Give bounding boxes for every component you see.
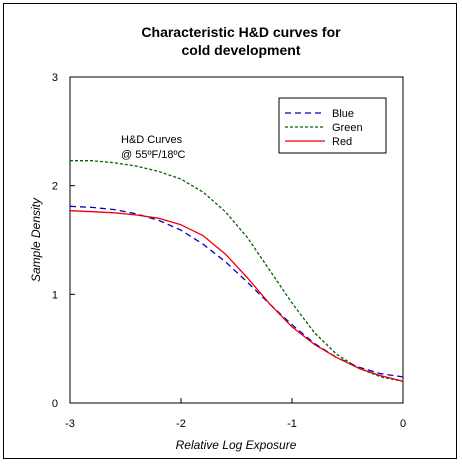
series-line-red bbox=[69, 210, 404, 382]
y-tick-label: 3 bbox=[52, 72, 58, 84]
x-tick-label: -1 bbox=[287, 418, 297, 430]
annotation-line2: @ 55ºF/18ºC bbox=[121, 149, 186, 161]
legend-label-blue: Blue bbox=[332, 108, 354, 120]
chart-title-line1: Characteristic H&D curves for bbox=[141, 24, 341, 40]
x-tick-label: -3 bbox=[65, 418, 75, 430]
legend-box bbox=[278, 97, 387, 154]
x-tick-label: -2 bbox=[176, 418, 186, 430]
annotation-line1: H&D Curves bbox=[121, 134, 183, 146]
chart-title-line2: cold development bbox=[181, 42, 300, 58]
y-tick-label: 0 bbox=[52, 398, 58, 410]
legend-label-green: Green bbox=[332, 122, 363, 134]
y-tick-label: 1 bbox=[52, 289, 58, 301]
legend: Blue Green Red bbox=[278, 97, 387, 154]
series-line-blue bbox=[69, 205, 404, 378]
x-axis-label: Relative Log Exposure bbox=[176, 438, 297, 452]
legend-label-red: Red bbox=[332, 136, 352, 148]
axis-ticks: -3 -2 -1 0 0 1 2 3 bbox=[52, 72, 406, 430]
series-line-green bbox=[70, 160, 404, 382]
x-tick-label: 0 bbox=[400, 418, 406, 430]
y-axis-label: Sample Density bbox=[29, 197, 43, 282]
y-tick-label: 2 bbox=[52, 181, 58, 193]
series-lines bbox=[69, 160, 404, 382]
